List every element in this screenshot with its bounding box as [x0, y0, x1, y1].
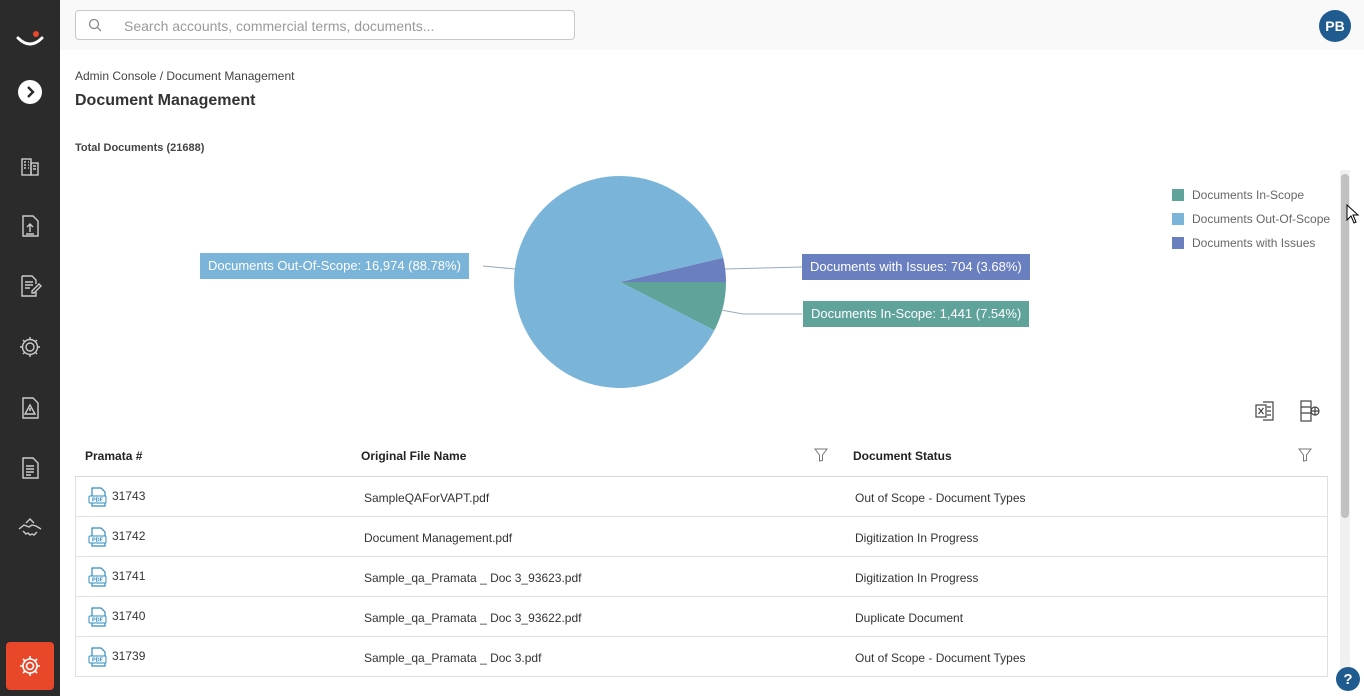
document-pie-chart — [482, 176, 803, 389]
pramata-number[interactable]: 31739 — [112, 649, 146, 663]
pdf-file-icon: PDF — [88, 487, 107, 507]
legend-label: Documents with Issues — [1192, 236, 1316, 250]
column-settings-icon[interactable] — [1298, 399, 1322, 423]
pramata-number[interactable]: 31740 — [112, 609, 146, 623]
callout-in-scope: Documents In-Scope: 1,441 (7.54%) — [803, 301, 1030, 327]
excel-export-icon[interactable] — [1254, 399, 1278, 423]
file-name[interactable]: Document Management.pdf — [364, 531, 513, 545]
table-row[interactable]: PDF 31739 Sample_qa_Pramata _ Doc 3.pdf … — [76, 637, 1327, 677]
svg-text:PDF: PDF — [92, 538, 104, 544]
svg-text:PDF: PDF — [92, 618, 104, 624]
report-document-icon[interactable] — [0, 448, 60, 488]
legend-swatch — [1172, 213, 1184, 225]
leader-line-issues — [724, 266, 803, 270]
document-status: Duplicate Document — [855, 611, 964, 625]
search-box[interactable] — [75, 10, 575, 40]
scrollbar-thumb[interactable] — [1341, 174, 1349, 518]
handshake-icon[interactable] — [0, 508, 60, 548]
file-name[interactable]: Sample_qa_Pramata _ Doc 3.pdf — [364, 651, 542, 665]
pdf-file-icon: PDF — [88, 527, 107, 547]
column-header-file-name[interactable]: Original File Name — [361, 449, 467, 463]
pramata-number[interactable]: 31741 — [112, 569, 146, 583]
callout-out-of-scope: Documents Out-Of-Scope: 16,974 (88.78%) — [200, 253, 469, 279]
document-status: Out of Scope - Document Types — [855, 651, 1026, 665]
pdf-file-icon: PDF — [88, 647, 107, 667]
mouse-cursor-icon — [1346, 204, 1360, 224]
legend-swatch — [1172, 189, 1184, 201]
legend-item-issues[interactable]: Documents with Issues — [1172, 231, 1330, 255]
column-header-document-status[interactable]: Document Status — [853, 449, 952, 463]
pie-slice-in-scope[interactable] — [620, 282, 726, 331]
avatar[interactable]: PB — [1319, 10, 1351, 42]
leader-line-in-scope — [720, 309, 802, 315]
table-row[interactable]: PDF 31743 SampleQAForVAPT.pdf Out of Sco… — [76, 477, 1327, 517]
building-icon[interactable] — [0, 146, 60, 186]
svg-text:PDF: PDF — [92, 578, 104, 584]
pdf-file-icon: PDF — [88, 607, 107, 627]
edit-document-icon[interactable] — [0, 266, 60, 306]
table-row[interactable]: PDF 31740 Sample_qa_Pramata _ Doc 3_9362… — [76, 597, 1327, 637]
document-status: Digitization In Progress — [855, 571, 979, 585]
callout-issues: Documents with Issues: 704 (3.68%) — [802, 254, 1030, 280]
legend-label: Documents Out-Of-Scope — [1192, 212, 1331, 226]
document-status: Digitization In Progress — [855, 531, 979, 545]
pramata-number[interactable]: 31742 — [112, 529, 146, 543]
expand-chevron-icon[interactable] — [0, 72, 60, 112]
leader-line-out-of-scope — [482, 265, 516, 270]
svg-text:PDF: PDF — [92, 658, 104, 664]
pramata-number[interactable]: 31743 — [112, 489, 146, 503]
column-header-pramata-number[interactable]: Pramata # — [85, 449, 143, 463]
settings-gear-icon[interactable] — [0, 327, 60, 367]
chart-legend: Documents In-Scope Documents Out-Of-Scop… — [1172, 183, 1330, 255]
legend-swatch — [1172, 237, 1184, 249]
legend-item-in-scope[interactable]: Documents In-Scope — [1172, 183, 1330, 207]
breadcrumb: Admin Console / Document Management — [75, 69, 295, 83]
page-title: Document Management — [75, 92, 256, 109]
file-name-filter-icon[interactable] — [814, 448, 828, 462]
legend-item-out-of-scope[interactable]: Documents Out-Of-Scope — [1172, 207, 1330, 231]
sidebar — [0, 0, 60, 696]
logo-icon[interactable] — [0, 20, 60, 60]
admin-gear-icon[interactable] — [6, 642, 54, 690]
legend-label: Documents In-Scope — [1192, 188, 1305, 202]
file-name[interactable]: Sample_qa_Pramata _ Doc 3_93622.pdf — [364, 611, 582, 625]
file-name[interactable]: SampleQAForVAPT.pdf — [364, 491, 490, 505]
table-row[interactable]: PDF 31742 Document Management.pdf Digiti… — [76, 517, 1327, 557]
svg-text:PDF: PDF — [92, 498, 104, 504]
table-header: Pramata # Original File Name Document St… — [75, 436, 1328, 477]
pdf-file-icon: PDF — [88, 567, 107, 587]
file-name[interactable]: Sample_qa_Pramata _ Doc 3_93623.pdf — [364, 571, 582, 585]
document-status: Out of Scope - Document Types — [855, 491, 1026, 505]
documents-table: Pramata # Original File Name Document St… — [75, 436, 1328, 677]
pie-slice-out-of-scope[interactable] — [513, 176, 724, 389]
alert-document-icon[interactable] — [0, 388, 60, 428]
search-icon — [88, 18, 102, 32]
table-body: PDF 31743 SampleQAForVAPT.pdf Out of Sco… — [75, 477, 1328, 677]
table-row[interactable]: PDF 31741 Sample_qa_Pramata _ Doc 3_9362… — [76, 557, 1327, 597]
search-input[interactable] — [122, 15, 556, 37]
total-documents-label: Total Documents (21688) — [75, 142, 205, 154]
pie-slice-issues[interactable] — [620, 257, 726, 282]
upload-document-icon[interactable] — [0, 206, 60, 246]
help-button[interactable]: ? — [1336, 667, 1360, 691]
status-filter-icon[interactable] — [1298, 448, 1312, 462]
